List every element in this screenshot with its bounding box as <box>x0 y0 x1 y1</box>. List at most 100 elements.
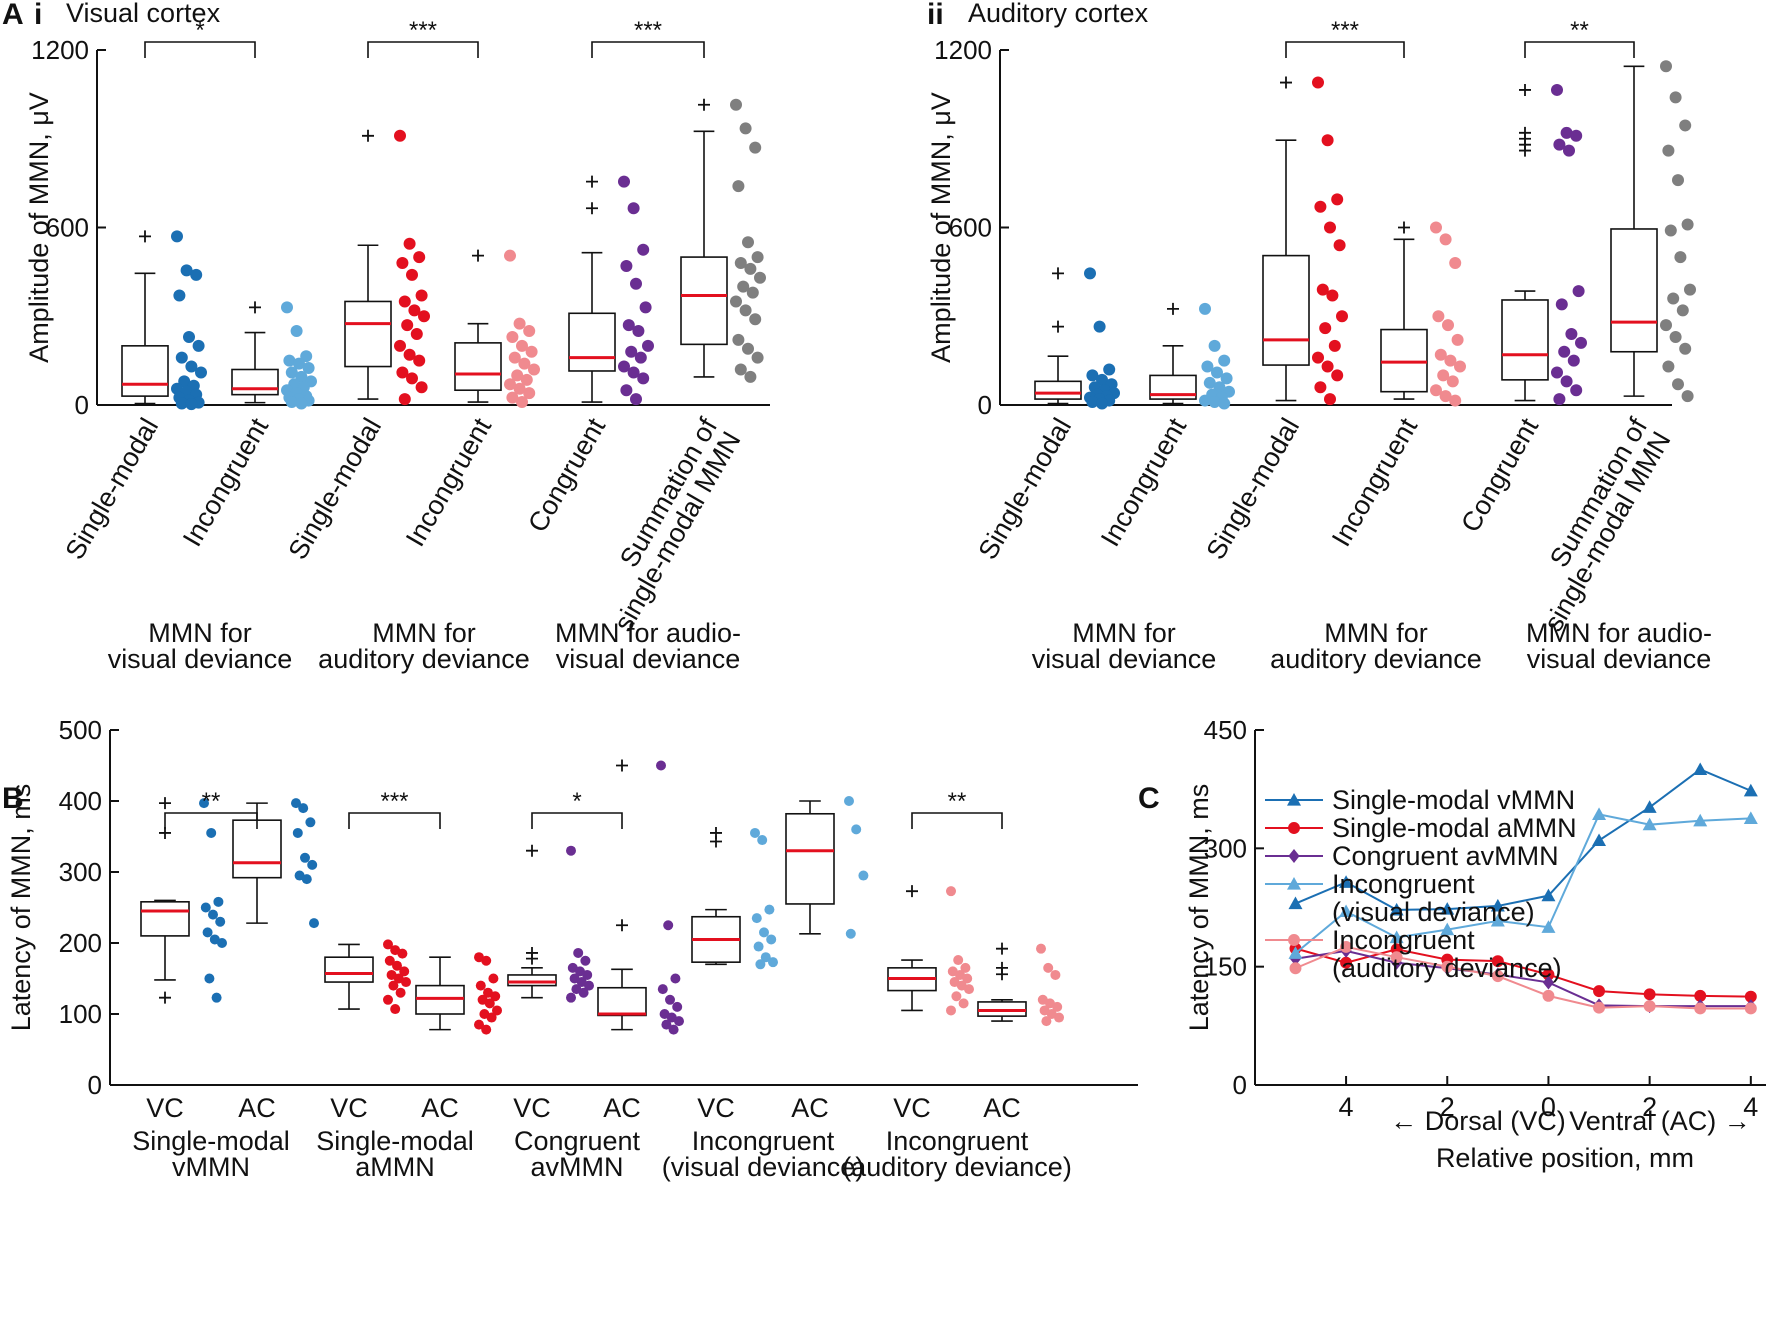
panel-a-visual-cortex: 0 600 1200 Amplitude of MMN, μV Single-modal… <box>24 17 770 674</box>
data-point <box>627 366 640 379</box>
marker-triangle <box>1287 793 1301 806</box>
outlier-marker <box>249 301 261 314</box>
marker-triangle <box>1339 875 1354 888</box>
outlier-marker <box>526 952 538 965</box>
data-point <box>1565 328 1578 340</box>
data-point <box>1442 319 1454 332</box>
box-7 <box>785 796 869 939</box>
box-4 <box>1501 83 1587 406</box>
group-label: Congruent avMMN <box>514 1126 641 1182</box>
data-point <box>518 357 531 370</box>
x-tick-label: 0 <box>1541 1092 1556 1122</box>
legend-item: Incongruent (visual deviance) <box>1265 869 1535 927</box>
legend-label: Congruent avMMN <box>1332 841 1559 871</box>
data-point <box>1314 200 1327 213</box>
data-point <box>185 398 198 411</box>
marker-circle <box>1694 989 1707 1002</box>
data-point <box>1681 218 1694 231</box>
data-point <box>190 268 203 281</box>
data-point <box>1570 384 1583 397</box>
data-point <box>285 366 298 379</box>
data-point <box>620 384 633 397</box>
data-point <box>1096 373 1108 386</box>
box-2 <box>324 939 411 1015</box>
data-point <box>639 301 652 314</box>
data-point <box>474 1019 484 1030</box>
data-point <box>399 966 410 977</box>
iqr-box <box>680 256 728 346</box>
data-point <box>293 357 305 370</box>
data-point <box>1684 283 1696 296</box>
data-point <box>661 1019 672 1030</box>
data-point <box>732 180 745 193</box>
marker-triangle <box>1440 902 1455 915</box>
data-point <box>1560 126 1573 139</box>
category-label: Single-modal <box>59 413 164 564</box>
y-tick-label: 300 <box>59 857 102 887</box>
data-point <box>1324 393 1336 406</box>
data-point <box>1446 375 1459 388</box>
significance-bracket <box>144 41 256 58</box>
y-tick-label: 450 <box>1204 715 1247 745</box>
data-point <box>413 354 426 367</box>
x-tick-label: 2 <box>1642 1092 1657 1122</box>
data-point <box>1319 322 1332 335</box>
data-point <box>625 345 638 358</box>
data-point <box>486 1012 497 1023</box>
group-label: Single-modal aMMN <box>316 1126 474 1182</box>
data-point <box>632 325 645 338</box>
marker-circle <box>1340 940 1353 953</box>
data-point <box>390 1004 401 1015</box>
box-4 <box>568 175 654 406</box>
significance-stars: ** <box>1570 17 1589 44</box>
data-point <box>213 896 224 907</box>
marker-diamond <box>1542 975 1555 990</box>
data-point <box>566 845 576 856</box>
data-point <box>656 760 666 771</box>
data-point <box>1451 333 1464 346</box>
data-point <box>397 948 408 959</box>
y-tick-label: 500 <box>59 715 102 745</box>
data-point <box>946 886 956 897</box>
data-point <box>958 998 969 1009</box>
data-point <box>1555 298 1568 311</box>
data-point <box>283 354 296 367</box>
series-line <box>1295 949 1751 1008</box>
data-point <box>175 351 188 364</box>
data-point <box>622 319 635 332</box>
data-point <box>630 277 642 290</box>
marker-circle <box>1694 1002 1707 1015</box>
group-label: MMN for audio-visual deviance <box>555 618 741 674</box>
data-point <box>749 141 762 154</box>
legend-label: Single-modal vMMN <box>1332 785 1575 815</box>
marker-triangle <box>1541 888 1556 902</box>
significance-stars: ** <box>202 788 221 815</box>
data-point <box>1211 366 1223 379</box>
significance-stars: *** <box>1331 17 1359 44</box>
significance-stars: *** <box>634 17 662 44</box>
outlier-marker <box>996 942 1008 955</box>
outlier-marker <box>1052 320 1064 333</box>
marker-triangle <box>1592 807 1607 821</box>
y-tick-label: 0 <box>88 1070 102 1100</box>
group-label: MMN for auditory deviance <box>318 618 530 674</box>
data-point <box>1434 348 1447 361</box>
y-tick-label: 1200 <box>934 35 992 65</box>
category-label: Single-modal <box>282 413 387 564</box>
data-point <box>415 381 428 394</box>
data-point <box>410 328 423 340</box>
y-tick-label: 0 <box>1233 1070 1247 1100</box>
marker-circle <box>1441 960 1454 973</box>
data-point <box>744 370 757 383</box>
data-point <box>960 962 971 973</box>
box-1 <box>231 301 317 410</box>
data-point <box>1449 394 1462 407</box>
data-point <box>1314 381 1327 394</box>
data-point <box>663 920 674 931</box>
data-point <box>734 257 747 269</box>
data-point <box>1324 221 1336 234</box>
data-point <box>1669 91 1682 104</box>
data-point <box>757 835 768 846</box>
significance-stars: * <box>195 17 204 44</box>
